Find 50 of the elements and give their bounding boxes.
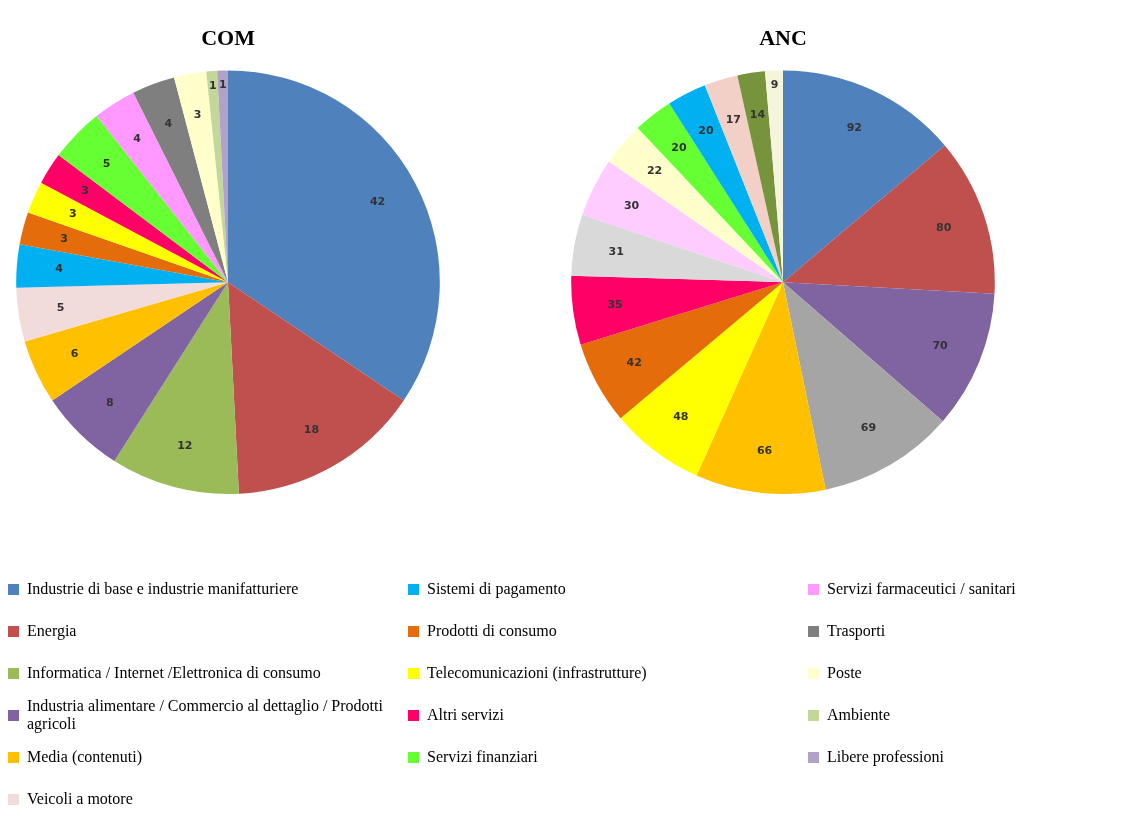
data-label: 92 [846, 121, 862, 135]
data-label: 5 [102, 156, 111, 170]
data-label: 17 [725, 113, 741, 127]
data-label: 69 [860, 421, 877, 435]
data-label: 4 [164, 116, 173, 130]
legend-label: Industrie di base e industrie manifatturiere [27, 580, 299, 598]
data-label: 4 [133, 132, 142, 146]
data-label: 4 [55, 261, 64, 275]
data-label: 18 [303, 422, 320, 436]
data-label: 22 [646, 164, 663, 178]
legend-label: Altri servizi [427, 706, 504, 724]
data-label: 5 [56, 301, 65, 315]
data-label: 20 [671, 141, 687, 155]
legend-label: Veicoli a motore [27, 790, 133, 808]
legend-label: Prodotti di consumo [427, 622, 557, 640]
legend-label: Servizi farmaceutici / sanitari [827, 580, 1016, 598]
data-label: 48 [673, 410, 689, 424]
legend-label: Industria alimentare / Commercio al dettaglio / Prodotti agricoli [27, 697, 384, 733]
legend-label: Telecomunicazioni (infrastrutture) [427, 664, 647, 682]
legend-label: Media (contenuti) [27, 748, 143, 766]
data-label: 1 [219, 78, 227, 92]
legend-label: Informatica / Internet /Elettronica di consumo [27, 664, 321, 682]
legend-label: Energia [27, 622, 77, 640]
legend-label: Servizi finanziari [427, 748, 538, 766]
data-label: 3 [60, 231, 68, 245]
legend-label: Libere professioni [827, 748, 944, 766]
legend-label: Sistemi di pagamento [427, 580, 566, 598]
data-label: 80 [935, 221, 952, 235]
data-label: 30 [623, 199, 640, 213]
data-label: 3 [81, 184, 89, 198]
data-label: 3 [68, 207, 77, 221]
data-label: 6 [70, 346, 79, 360]
data-label: 42 [626, 356, 642, 370]
data-label: 1 [208, 78, 217, 92]
chart-title: COM [201, 24, 256, 50]
data-label: 70 [932, 338, 949, 352]
chart-title: ANC [759, 24, 807, 50]
data-label: 9 [770, 78, 779, 92]
data-label: 12 [177, 438, 193, 452]
data-label: 3 [193, 108, 202, 122]
data-label: 8 [105, 396, 114, 410]
data-label: 42 [369, 195, 386, 209]
data-label: 66 [756, 443, 773, 457]
data-label: 35 [607, 297, 623, 311]
legend-label: Poste [827, 664, 862, 682]
legend-label: Ambiente [827, 706, 891, 724]
data-label: 20 [698, 124, 714, 138]
legend-label: Trasporti [827, 622, 886, 640]
data-label: 14 [749, 107, 766, 121]
data-label: 31 [608, 245, 624, 259]
